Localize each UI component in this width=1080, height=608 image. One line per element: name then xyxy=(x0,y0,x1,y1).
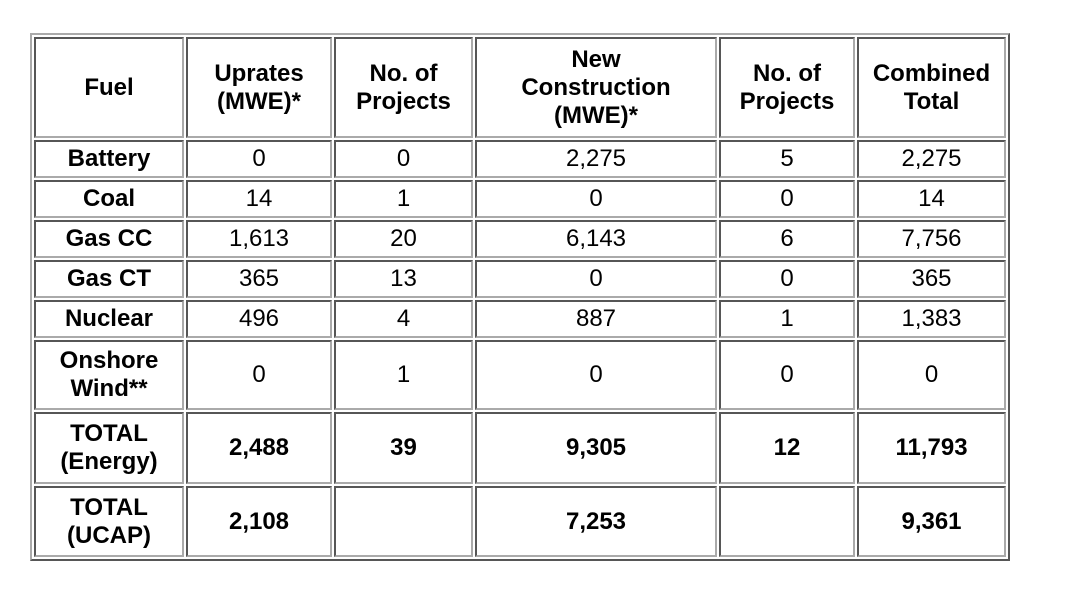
data-cell: 0 xyxy=(186,140,332,178)
data-cell: 13 xyxy=(334,260,473,298)
table-row: Coal 14 1 0 0 14 xyxy=(34,180,1006,218)
data-cell: 0 xyxy=(719,340,855,410)
cell-line: New xyxy=(571,45,621,73)
data-cell: 20 xyxy=(334,220,473,258)
data-cell: 2,108 xyxy=(186,486,332,557)
data-cell: 39 xyxy=(334,412,473,484)
data-cell: 0 xyxy=(475,340,717,410)
cell-line: No. of xyxy=(753,59,821,87)
data-cell: 14 xyxy=(186,180,332,218)
header-row: Fuel Uprates (MWE)* No. of Projects New Constr… xyxy=(34,37,1006,138)
data-cell: 1 xyxy=(334,180,473,218)
data-cell: 0 xyxy=(719,180,855,218)
data-cell: 9,361 xyxy=(857,486,1006,557)
cell-line: Total xyxy=(903,87,960,115)
cell-line: Combined xyxy=(872,59,991,87)
data-cell: 0 xyxy=(186,340,332,410)
header-cell: New Construction (MWE)* xyxy=(475,37,717,138)
cell-line: (Energy) xyxy=(60,448,158,475)
data-cell xyxy=(719,486,855,557)
data-cell: 9,305 xyxy=(475,412,717,484)
data-cell: 0 xyxy=(334,140,473,178)
cell-line: Nuclear xyxy=(64,305,154,332)
row-label: TOTAL (UCAP) xyxy=(34,486,184,557)
table-row: Gas CT 365 13 0 0 365 xyxy=(34,260,1006,298)
cell-line: (MWE)* xyxy=(217,87,301,115)
header-cell: Combined Total xyxy=(857,37,1006,138)
row-label: Gas CT xyxy=(34,260,184,298)
cell-line: No. of xyxy=(369,59,438,87)
table-row: Nuclear 496 4 887 1 1,383 xyxy=(34,300,1006,338)
data-cell: 0 xyxy=(475,260,717,298)
data-cell: 7,756 xyxy=(857,220,1006,258)
row-label: Coal xyxy=(34,180,184,218)
cell-line: Coal xyxy=(82,185,135,212)
data-cell: 1 xyxy=(719,300,855,338)
data-cell: 1 xyxy=(334,340,473,410)
data-cell xyxy=(334,486,473,557)
data-cell: 0 xyxy=(719,260,855,298)
data-cell: 11,793 xyxy=(857,412,1006,484)
data-cell: 5 xyxy=(719,140,855,178)
data-cell: 6 xyxy=(719,220,855,258)
cell-line: (MWE)* xyxy=(554,101,638,129)
row-label: Onshore Wind** xyxy=(34,340,184,410)
data-cell: 2,488 xyxy=(186,412,332,484)
data-cell: 0 xyxy=(475,180,717,218)
data-cell: 4 xyxy=(334,300,473,338)
data-cell: 6,143 xyxy=(475,220,717,258)
data-cell: 1,613 xyxy=(186,220,332,258)
row-label: Gas CC xyxy=(34,220,184,258)
cell-line: Projects xyxy=(356,87,451,115)
data-cell: 2,275 xyxy=(857,140,1006,178)
cell-line: Battery xyxy=(67,145,151,172)
table-row: Battery 0 0 2,275 5 2,275 xyxy=(34,140,1006,178)
cell-line: Fuel xyxy=(84,73,134,101)
cell-line: Uprates xyxy=(214,59,304,87)
table-row: TOTAL (Energy) 2,488 39 9,305 12 11,793 xyxy=(34,412,1006,484)
data-cell: 0 xyxy=(857,340,1006,410)
row-label: TOTAL (Energy) xyxy=(34,412,184,484)
data-cell: 365 xyxy=(857,260,1006,298)
cell-line: Wind** xyxy=(70,375,148,402)
data-cell: 14 xyxy=(857,180,1006,218)
cell-line: (UCAP) xyxy=(67,521,151,549)
header-cell: Uprates (MWE)* xyxy=(186,37,332,138)
data-cell: 7,253 xyxy=(475,486,717,557)
cell-line: Projects xyxy=(739,87,835,115)
data-cell: 365 xyxy=(186,260,332,298)
table-row: Onshore Wind** 0 1 0 0 0 xyxy=(34,340,1006,410)
cell-line: Construction xyxy=(521,73,671,101)
cell-line: TOTAL xyxy=(70,420,148,447)
data-cell: 496 xyxy=(186,300,332,338)
data-cell: 1,383 xyxy=(857,300,1006,338)
row-label: Nuclear xyxy=(34,300,184,338)
data-cell: 887 xyxy=(475,300,717,338)
header-cell: Fuel xyxy=(34,37,184,138)
data-cell: 12 xyxy=(719,412,855,484)
row-label: Battery xyxy=(34,140,184,178)
data-cell: 2,275 xyxy=(475,140,717,178)
table-row: TOTAL (UCAP) 2,108 7,253 9,361 xyxy=(34,486,1006,557)
cell-line: Gas CC xyxy=(65,225,153,252)
cell-line: Gas CT xyxy=(66,265,152,292)
cell-line: Onshore xyxy=(59,347,159,374)
header-cell: No. of Projects xyxy=(334,37,473,138)
header-cell: No. of Projects xyxy=(719,37,855,138)
fuel-table: Fuel Uprates (MWE)* No. of Projects New Constr… xyxy=(30,33,1010,561)
cell-line: TOTAL xyxy=(70,493,148,521)
table-row: Gas CC 1,613 20 6,143 6 7,756 xyxy=(34,220,1006,258)
